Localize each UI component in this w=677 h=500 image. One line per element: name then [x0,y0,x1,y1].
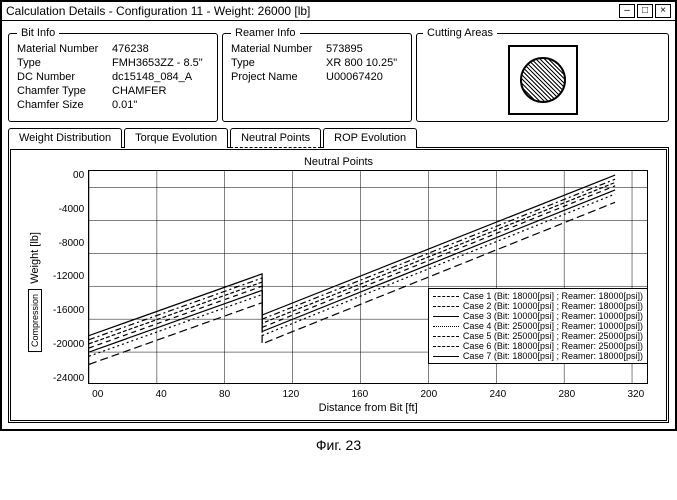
window-title: Calculation Details - Configuration 11 -… [6,4,617,18]
legend-label: Case 7 (Bit: 18000[psi] ; Reamer: 18000[… [463,351,643,361]
x-tick: 160 [351,389,368,400]
bit-info-label: DC Number [17,71,112,83]
tabs: Weight DistributionTorque EvolutionNeutr… [8,128,669,148]
cutting-area-box [508,45,578,115]
reamer-info-legend: Reamer Info [231,27,300,39]
legend-row: Case 4 (Bit: 25000[psi] ; Reamer: 10000[… [433,321,643,331]
close-button[interactable]: × [655,4,671,18]
cutting-area-circle-icon [520,57,566,103]
bit-info-label: Chamfer Size [17,99,112,111]
x-tick: 240 [489,389,506,400]
reamer-info-label: Type [231,57,326,69]
titlebar: Calculation Details - Configuration 11 -… [2,2,675,21]
bit-info-value: 476238 [112,43,149,55]
maximize-button[interactable]: □ [637,4,653,18]
bit-info-panel: Bit Info Material Number476238TypeFMH365… [8,27,218,122]
legend-line-icon [433,316,459,317]
tab-weight-distribution[interactable]: Weight Distribution [8,128,122,148]
legend-line-icon [433,336,459,337]
chart-legend: Case 1 (Bit: 18000[psi] ; Reamer: 18000[… [428,288,648,364]
legend-line-icon [433,306,459,307]
bit-info-value: 0.01" [112,99,137,111]
bit-info-value: FMH3653ZZ - 8.5" [112,57,203,69]
x-axis-label: Distance from Bit [ft] [88,402,648,414]
minimize-button[interactable]: – [619,4,635,18]
x-tick: 80 [219,389,230,400]
reamer-info-label: Material Number [231,43,326,55]
tab-torque-evolution[interactable]: Torque Evolution [124,128,228,148]
y-tick: -12000 [53,271,84,282]
tab-neutral-points[interactable]: Neutral Points [230,128,321,148]
legend-label: Case 6 (Bit: 18000[psi] ; Reamer: 25000[… [463,341,643,351]
reamer-info-panel: Reamer Info Material Number573895TypeXR … [222,27,412,122]
reamer-info-row: TypeXR 800 10.25" [231,57,403,69]
bit-info-row: Chamfer Size0.01" [17,99,209,111]
legend-row: Case 5 (Bit: 25000[psi] ; Reamer: 25000[… [433,331,643,341]
reamer-info-value: U00067420 [326,71,383,83]
cutting-areas-panel: Cutting Areas [416,27,669,122]
reamer-info-value: 573895 [326,43,363,55]
y-tick: -24000 [53,373,84,384]
legend-row: Case 3 (Bit: 10000[psi] ; Reamer: 10000[… [433,311,643,321]
figure-caption: Фиг. 23 [0,437,677,453]
bit-info-row: TypeFMH3653ZZ - 8.5" [17,57,209,69]
y-tick: -4000 [59,204,85,215]
legend-row: Case 2 (Bit: 10000[psi] ; Reamer: 18000[… [433,301,643,311]
bit-info-row: Chamfer TypeCHAMFER [17,85,209,97]
bit-info-label: Chamfer Type [17,85,112,97]
chart-panel: Neutral Points Weight [lb] Compression 0… [8,147,669,423]
x-tick: 40 [156,389,167,400]
bit-info-value: CHAMFER [112,85,166,97]
bit-info-label: Type [17,57,112,69]
legend-label: Case 1 (Bit: 18000[psi] ; Reamer: 18000[… [463,291,643,301]
bit-info-legend: Bit Info [17,27,59,39]
bit-info-label: Material Number [17,43,112,55]
legend-label: Case 5 (Bit: 25000[psi] ; Reamer: 25000[… [463,331,643,341]
bit-info-row: DC Numberdc15148_084_A [17,71,209,83]
tab-rop-evolution[interactable]: ROP Evolution [323,128,417,148]
legend-label: Case 4 (Bit: 25000[psi] ; Reamer: 10000[… [463,321,643,331]
y-tick: -16000 [53,305,84,316]
cutting-areas-legend: Cutting Areas [423,27,497,39]
legend-row: Case 1 (Bit: 18000[psi] ; Reamer: 18000[… [433,291,643,301]
legend-line-icon [433,346,459,347]
y-axis-label: Weight [lb] [29,232,41,284]
x-ticks: 00 40 80 120 160 200 240 280 320 [88,389,648,400]
x-tick: 200 [420,389,437,400]
x-tick: 320 [627,389,644,400]
compression-arrow-icon: Compression [28,289,42,352]
x-tick: 00 [92,389,103,400]
top-panels: Bit Info Material Number476238TypeFMH365… [8,27,669,122]
legend-row: Case 7 (Bit: 18000[psi] ; Reamer: 18000[… [433,351,643,361]
content-area: Bit Info Material Number476238TypeFMH365… [2,21,675,429]
chart-title: Neutral Points [17,156,660,168]
y-tick: -8000 [59,238,85,249]
legend-line-icon [433,296,459,297]
app-window: Calculation Details - Configuration 11 -… [0,0,677,431]
y-axis-section: Weight [lb] Compression [17,170,53,414]
legend-line-icon [433,326,459,327]
y-tick: -20000 [53,339,84,350]
y-tick: 00 [73,170,84,181]
bit-info-row: Material Number476238 [17,43,209,55]
legend-label: Case 2 (Bit: 10000[psi] ; Reamer: 18000[… [463,301,643,311]
reamer-info-row: Project NameU00067420 [231,71,403,83]
legend-label: Case 3 (Bit: 10000[psi] ; Reamer: 10000[… [463,311,643,321]
reamer-info-row: Material Number573895 [231,43,403,55]
reamer-info-value: XR 800 10.25" [326,57,397,69]
y-ticks: 00 -4000 -8000 -12000 -16000 -20000 -24000 [53,170,88,384]
legend-line-icon [433,356,459,357]
x-tick: 120 [282,389,299,400]
bit-info-value: dc15148_084_A [112,71,192,83]
reamer-info-label: Project Name [231,71,326,83]
legend-row: Case 6 (Bit: 18000[psi] ; Reamer: 25000[… [433,341,643,351]
x-tick: 280 [558,389,575,400]
